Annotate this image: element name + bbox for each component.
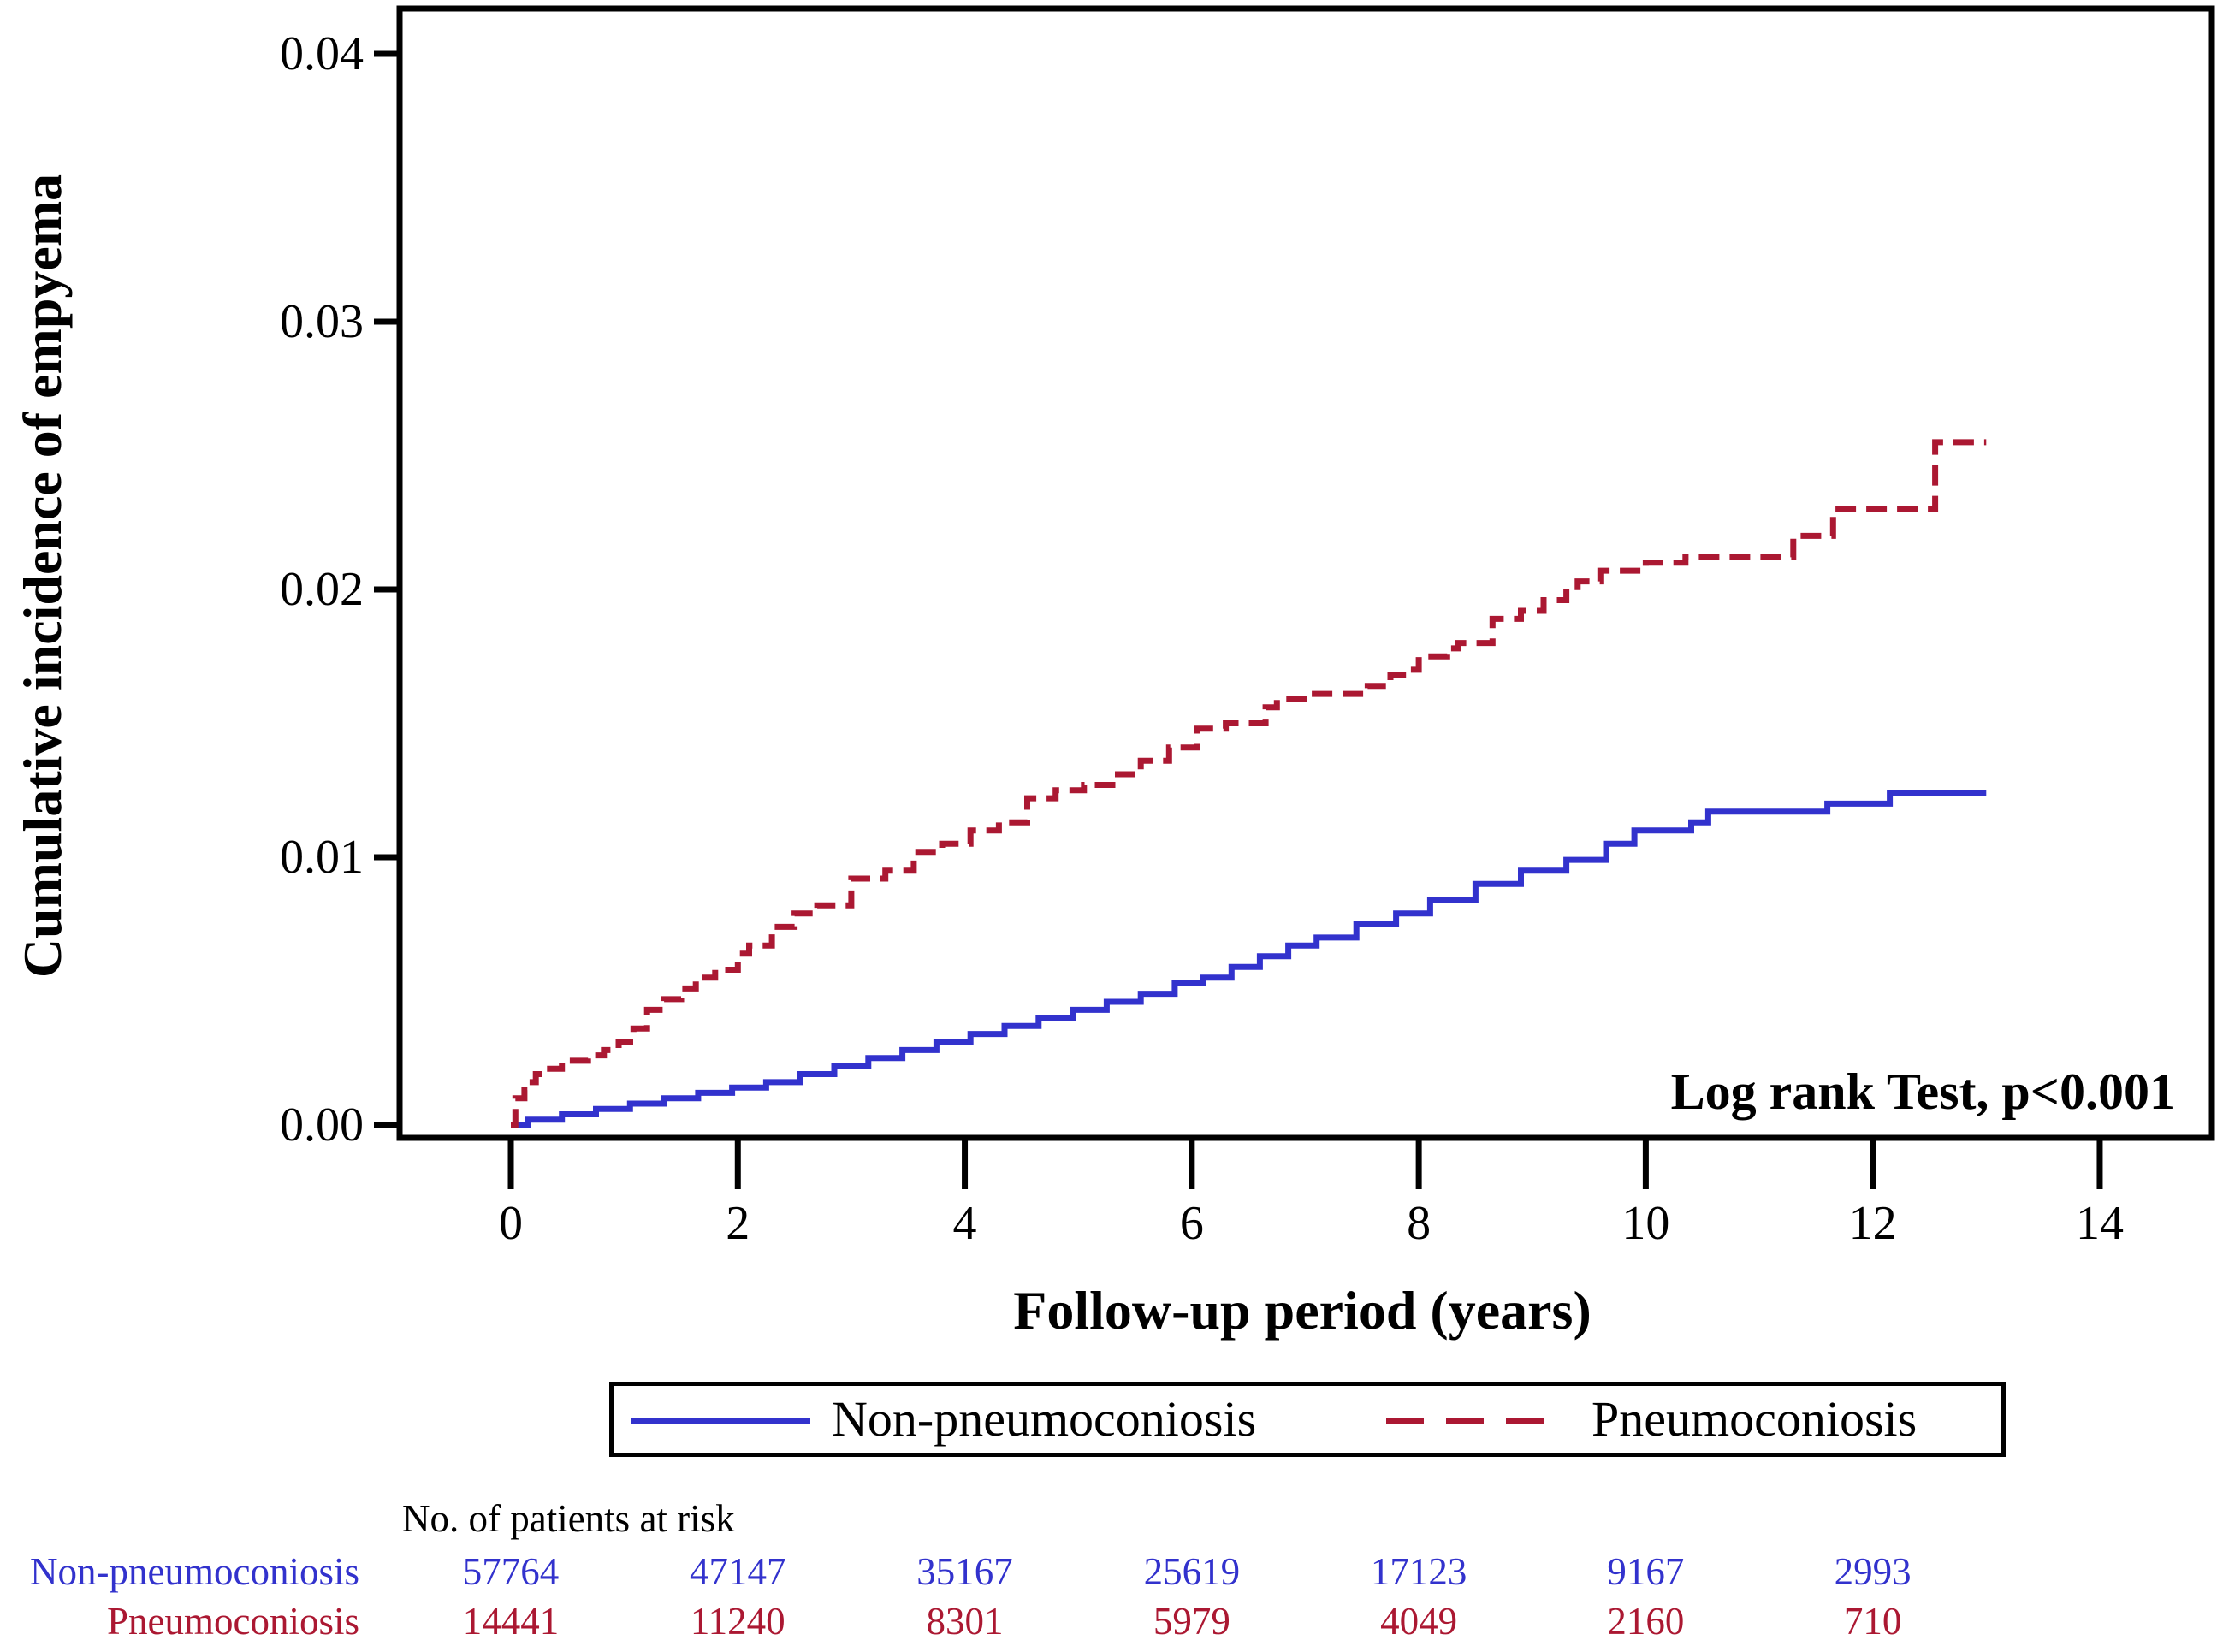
risk-value-row0-t6: 25619	[1143, 1550, 1241, 1593]
legend-box: Non-pneumoconiosis Pneumoconiosis	[609, 1382, 2006, 1457]
y-axis-ticks	[374, 50, 400, 1128]
y-tick-label-0.00: 0.00	[280, 1098, 364, 1152]
risk-row-label-pneumoconiosis: Pneumoconiosis	[106, 1600, 359, 1643]
risk-value-row1-t0: 14441	[462, 1600, 560, 1643]
risk-value-row0-t0: 57764	[462, 1550, 560, 1593]
y-tick-label-0.04: 0.04	[280, 27, 364, 80]
y-axis-title: Cumulative incidence of empyema	[12, 173, 73, 979]
legend-label-non-pneumoconiosis: Non-pneumoconiosis	[832, 1391, 1257, 1447]
plot-border	[396, 5, 2215, 1141]
x-tick-label-4: 4	[952, 1197, 977, 1250]
risk-value-row0-t4: 35167	[916, 1550, 1013, 1593]
survival-curves	[511, 439, 1987, 1128]
risk-table-header: No. of patients at risk	[402, 1497, 735, 1540]
risk-value-row0-t2: 47147	[690, 1550, 786, 1593]
risk-row-label-non-pneumoconiosis: Non-pneumoconiosis	[30, 1550, 359, 1593]
x-tick-label-12: 12	[1848, 1197, 1897, 1250]
y-tick-label-0.03: 0.03	[280, 295, 364, 348]
risk-value-row0-t10: 9167	[1607, 1550, 1685, 1593]
curve-non-pneumoconiosis	[511, 790, 1987, 1128]
legend-line-non-pneumoconiosis	[631, 1418, 810, 1424]
risk-value-row0-t8: 17123	[1370, 1550, 1467, 1593]
risk-value-row1-t12: 710	[1843, 1600, 1902, 1643]
risk-value-row0-t12: 2993	[1834, 1550, 1912, 1593]
risk-value-row1-t10: 2160	[1607, 1600, 1685, 1643]
risk-value-row1-t6: 5979	[1153, 1600, 1230, 1643]
y-tick-label-0.02: 0.02	[280, 563, 364, 616]
risk-value-row1-t2: 11240	[690, 1600, 785, 1643]
x-axis-title: Follow-up period (years)	[1013, 1280, 1592, 1341]
y-tick-label-0.01: 0.01	[280, 831, 364, 884]
legend-line-pneumoconiosis	[1386, 1418, 1562, 1424]
legend-label-pneumoconiosis: Pneumoconiosis	[1592, 1391, 1918, 1447]
x-tick-label-10: 10	[1621, 1197, 1670, 1250]
x-axis-ticks	[507, 1138, 2103, 1189]
risk-value-row1-t4: 8301	[926, 1600, 1004, 1643]
x-tick-label-8: 8	[1407, 1197, 1432, 1250]
risk-value-row1-t8: 4049	[1380, 1600, 1458, 1643]
x-tick-label-6: 6	[1179, 1197, 1204, 1250]
x-tick-label-2: 2	[726, 1197, 750, 1250]
x-tick-label-14: 14	[2075, 1197, 2124, 1250]
curve-pneumoconiosis	[511, 439, 1987, 1128]
log-rank-annotation: Log rank Test, p<0.001	[1670, 1063, 2175, 1120]
x-tick-label-0: 0	[499, 1197, 523, 1250]
